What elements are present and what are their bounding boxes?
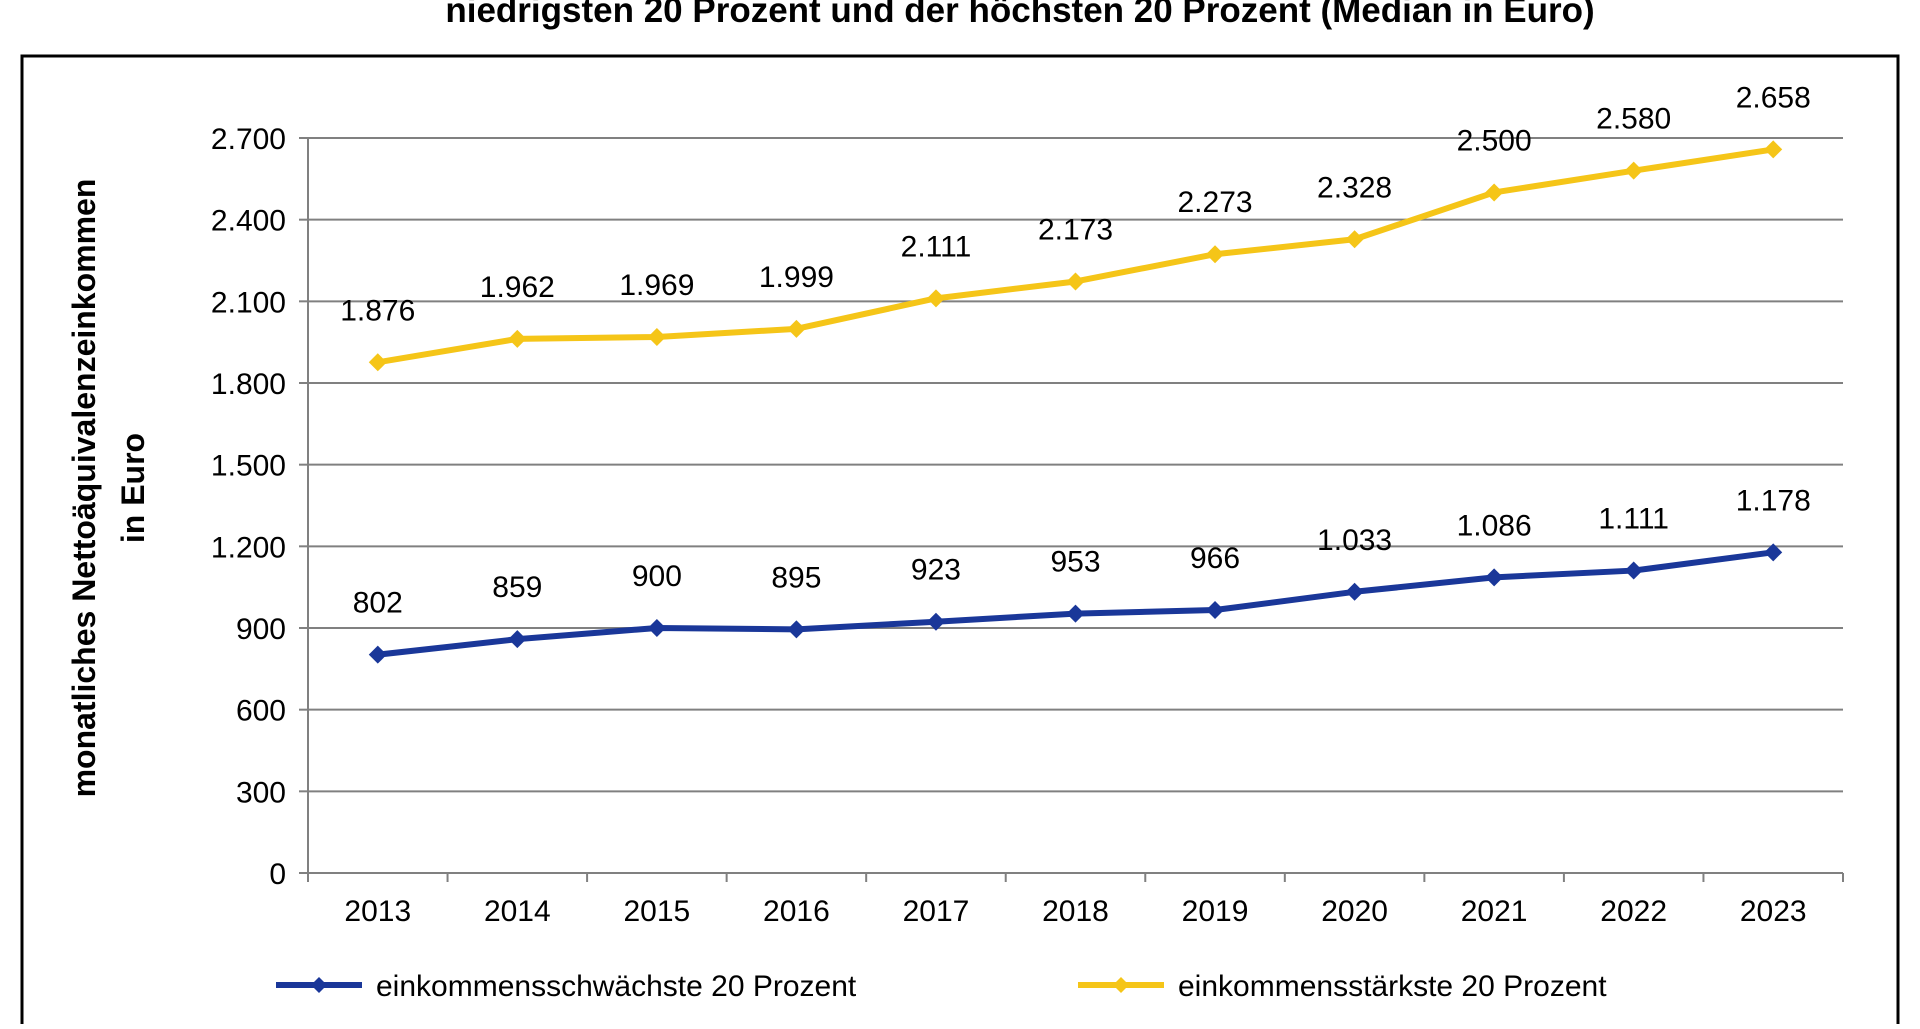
data-label: 2.111: [901, 230, 972, 263]
y-tick-label: 300: [236, 776, 286, 809]
y-tick-label: 1.800: [211, 368, 286, 401]
series-lines: [368, 140, 1783, 664]
data-label: 953: [1050, 546, 1100, 579]
data-label: 900: [632, 560, 682, 593]
y-tick-label: 2.100: [211, 286, 286, 319]
data-label: 1.969: [619, 269, 694, 302]
data-label: 2.273: [1178, 186, 1253, 219]
y-tick-label: 900: [236, 613, 286, 646]
y-tick-label: 1.200: [211, 531, 286, 564]
data-label: 2.173: [1038, 213, 1113, 246]
data-point-marker: [1624, 161, 1643, 180]
data-label: 2.658: [1736, 81, 1811, 114]
x-tick-label: 2019: [1182, 895, 1249, 928]
data-point-marker: [1624, 561, 1643, 580]
data-label: 2.500: [1457, 124, 1532, 157]
y-tick-label: 1.500: [211, 450, 286, 483]
data-label: 1.111: [1598, 503, 1669, 536]
chart-title: niedrigsten 20 Prozent und der höchsten …: [445, 0, 1594, 30]
x-tick-label: 2018: [1042, 895, 1109, 928]
data-point-marker: [1206, 245, 1225, 264]
data-label: 1.033: [1317, 524, 1392, 557]
data-point-marker: [1764, 543, 1783, 562]
x-tick-label: 2022: [1600, 895, 1667, 928]
x-tick-label: 2013: [344, 895, 411, 928]
data-labels: 802 859 900 895 923 953 966 1.033 1.086 1.111 1.17…: [340, 81, 1811, 619]
data-point-marker: [1345, 230, 1364, 249]
data-point-marker: [508, 630, 527, 649]
data-point-marker: [647, 619, 666, 637]
data-label: 1.086: [1457, 509, 1532, 542]
y-tick-label: 2.700: [211, 123, 286, 156]
gridlines: [308, 137, 1843, 793]
data-point-marker: [926, 289, 945, 308]
y-tick-label: 2.400: [211, 205, 286, 238]
legend-label: einkommensstärkste 20 Prozent: [1178, 970, 1607, 1003]
data-point-marker: [787, 319, 806, 338]
data-point-marker: [787, 620, 806, 639]
data-label: 802: [353, 587, 403, 620]
data-point-marker: [1206, 601, 1225, 620]
data-point-marker: [1764, 140, 1783, 159]
data-point-marker: [508, 329, 527, 348]
data-label: 1.876: [340, 294, 415, 327]
data-label: 1.999: [759, 261, 834, 294]
x-tick-label: 2020: [1321, 895, 1388, 928]
y-tick-label: 600: [236, 695, 286, 728]
chart-frame: [20, 54, 1900, 1029]
legend-swatch-marker: [1113, 977, 1129, 993]
data-point-marker: [368, 645, 387, 664]
data-point-marker: [1066, 604, 1085, 623]
x-tick-label: 2015: [623, 895, 690, 928]
data-label: 895: [771, 561, 821, 594]
y-axis-title-line-2: in Euro: [115, 433, 151, 543]
data-label: 859: [492, 571, 542, 604]
data-label: 1.178: [1736, 484, 1811, 517]
y-tick-label: 0: [269, 858, 286, 891]
x-tick-label: 2021: [1461, 895, 1528, 928]
data-point-marker: [1345, 582, 1364, 601]
data-point-marker: [926, 612, 945, 631]
x-tick-label: 2017: [903, 895, 970, 928]
data-label: 1.962: [480, 271, 555, 304]
axes: 0 300 600 900 1.200 1.500 1.800 2.100 2.400 2.700…: [211, 123, 1844, 928]
data-point-marker: [368, 353, 387, 372]
data-point-marker: [1485, 183, 1504, 202]
data-label: 2.580: [1596, 103, 1671, 136]
data-label: 923: [911, 554, 961, 587]
x-tick-label: 2016: [763, 895, 830, 928]
data-point-marker: [647, 327, 666, 346]
data-point-marker: [1485, 568, 1504, 587]
y-axis-title-line-1: monatliches Nettoäquivalenzeinkommen: [66, 179, 102, 798]
y-axis-title: monatliches Nettoäquivalenzeinkommen in …: [66, 179, 151, 798]
data-point-marker: [1066, 272, 1085, 291]
x-tick-label: 2014: [484, 895, 551, 928]
legend-swatch-marker: [311, 977, 327, 993]
legend-label: einkommensschwächste 20 Prozent: [376, 970, 857, 1003]
legend: einkommensschwächste 20 Prozent einkommen…: [276, 970, 1607, 1003]
x-tick-label: 2023: [1740, 895, 1807, 928]
data-label: 2.328: [1317, 171, 1392, 204]
data-label: 966: [1190, 542, 1240, 575]
